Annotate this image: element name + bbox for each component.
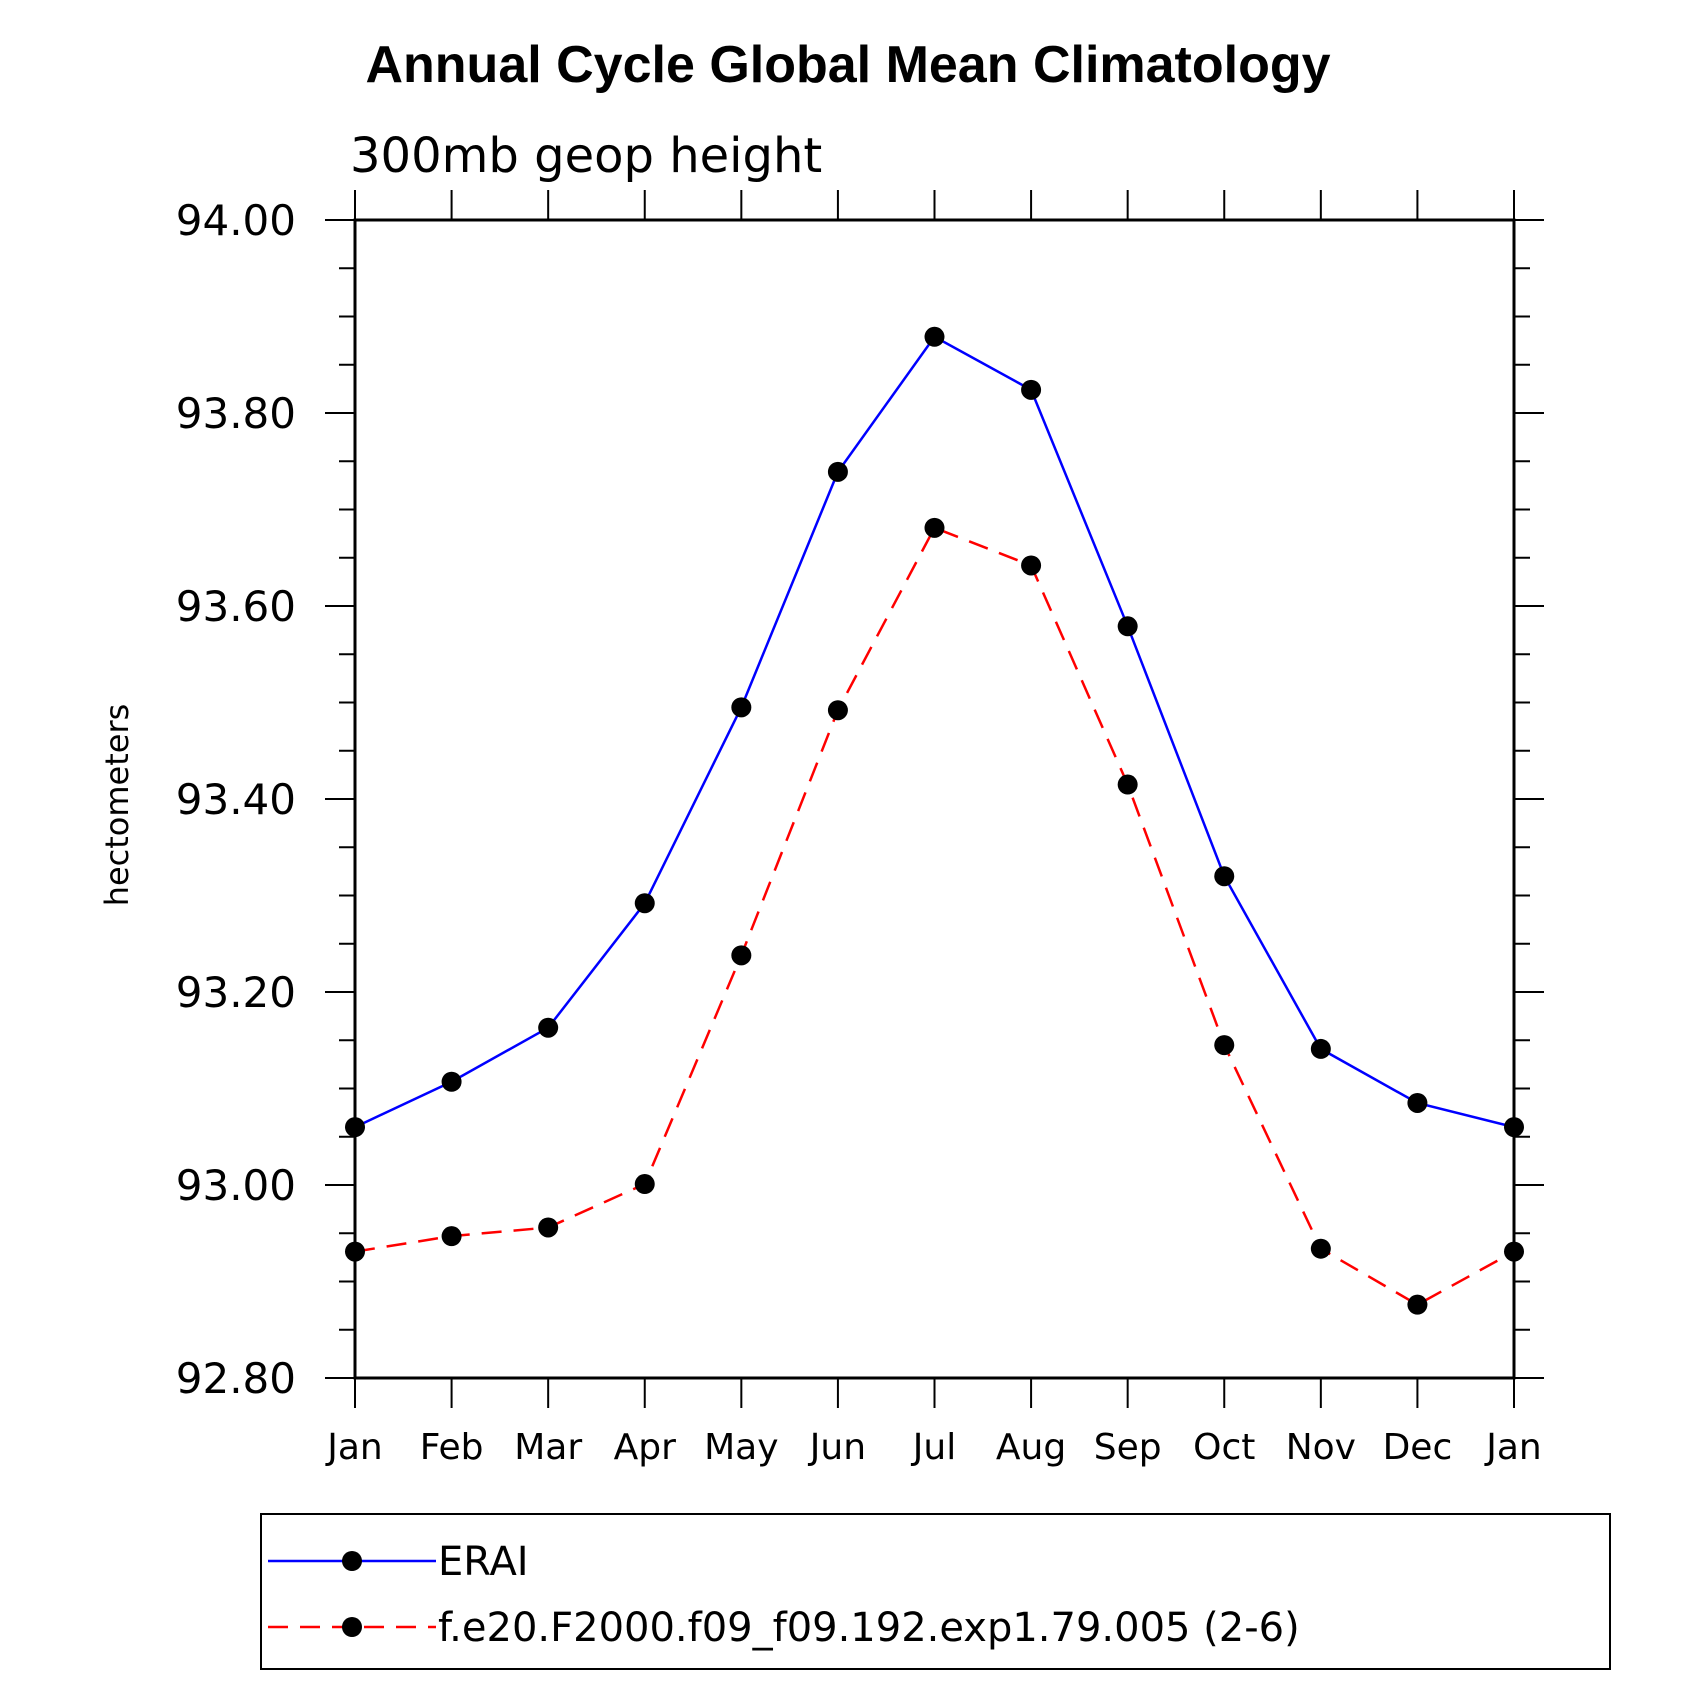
y-tick-label: 92.80	[176, 1354, 296, 1403]
data-point	[1504, 1241, 1524, 1262]
series-line-0	[354, 335, 1515, 1129]
y-tick-label: 93.80	[176, 389, 296, 438]
x-tick-label: Mar	[514, 1427, 582, 1468]
data-point	[538, 1017, 559, 1038]
data-point	[827, 700, 848, 721]
data-point	[1214, 866, 1235, 887]
y-tick-label: 93.00	[176, 1161, 296, 1210]
data-point	[731, 697, 752, 718]
y-axis-label: hectometers	[98, 704, 136, 907]
axis-ticks	[325, 190, 1544, 1408]
chart-subtitle: 300mb geop height	[350, 128, 822, 184]
x-tick-label: Apr	[614, 1427, 676, 1468]
legend-box	[260, 1513, 1611, 1670]
series-line-1	[354, 526, 1515, 1307]
data-point	[1214, 1035, 1235, 1056]
y-tick-labels: 92.80 93.00 93.20 93.40 93.60 93.80 94.00	[176, 196, 296, 1403]
data-point	[1310, 1038, 1331, 1059]
y-tick-label: 94.00	[176, 196, 296, 245]
data-point	[1504, 1117, 1524, 1138]
x-tick-label: Sep	[1094, 1427, 1162, 1468]
x-tick-label: Aug	[996, 1427, 1066, 1468]
legend: ERAI f.e20.F2000.f09_f09.192.exp1.79.005…	[260, 1513, 1611, 1670]
data-point	[1310, 1238, 1331, 1259]
data-point	[924, 326, 945, 347]
data-point	[924, 517, 945, 538]
legend-label-model: f.e20.F2000.f09_f09.192.exp1.79.005 (2-6…	[438, 1605, 1300, 1651]
x-tick-label: Dec	[1383, 1427, 1453, 1468]
data-point	[1407, 1092, 1428, 1113]
x-tick-label: Feb	[420, 1427, 484, 1468]
x-tick-label: Nov	[1286, 1427, 1356, 1468]
data-point	[1117, 616, 1138, 637]
data-point	[441, 1226, 462, 1247]
x-tick-label: Jun	[808, 1427, 866, 1468]
data-point	[1407, 1294, 1428, 1315]
x-tick-label: Jan	[325, 1427, 383, 1468]
data-point	[345, 1117, 365, 1138]
data-point	[827, 461, 848, 482]
x-tick-labels: Jan Feb Mar Apr May Jun Jul Aug Sep Oct Nov Dec Jan	[325, 1427, 1542, 1468]
data-point	[634, 1174, 655, 1195]
x-tick-label: Jan	[1484, 1427, 1542, 1468]
chart-title: Annual Cycle Global Mean Climatology	[365, 36, 1330, 94]
data-point	[538, 1217, 559, 1238]
x-tick-label: Oct	[1193, 1427, 1255, 1468]
data-point	[1117, 774, 1138, 795]
legend-marker-erai	[342, 1551, 362, 1571]
legend-label-erai: ERAI	[438, 1539, 529, 1585]
data-point	[731, 945, 752, 966]
x-tick-label: Jul	[911, 1427, 956, 1468]
y-tick-label: 93.20	[176, 968, 296, 1017]
data-point	[634, 893, 655, 914]
data-point	[441, 1071, 462, 1092]
plot-frame	[353, 218, 1516, 1380]
y-tick-label: 93.40	[176, 775, 296, 824]
x-tick-label: May	[704, 1427, 778, 1468]
y-tick-label: 93.60	[176, 582, 296, 631]
data-point	[1021, 555, 1042, 576]
data-point	[345, 1241, 365, 1262]
legend-marker-model	[342, 1617, 362, 1637]
data-point	[1021, 379, 1042, 400]
series-layer	[345, 326, 1524, 1315]
